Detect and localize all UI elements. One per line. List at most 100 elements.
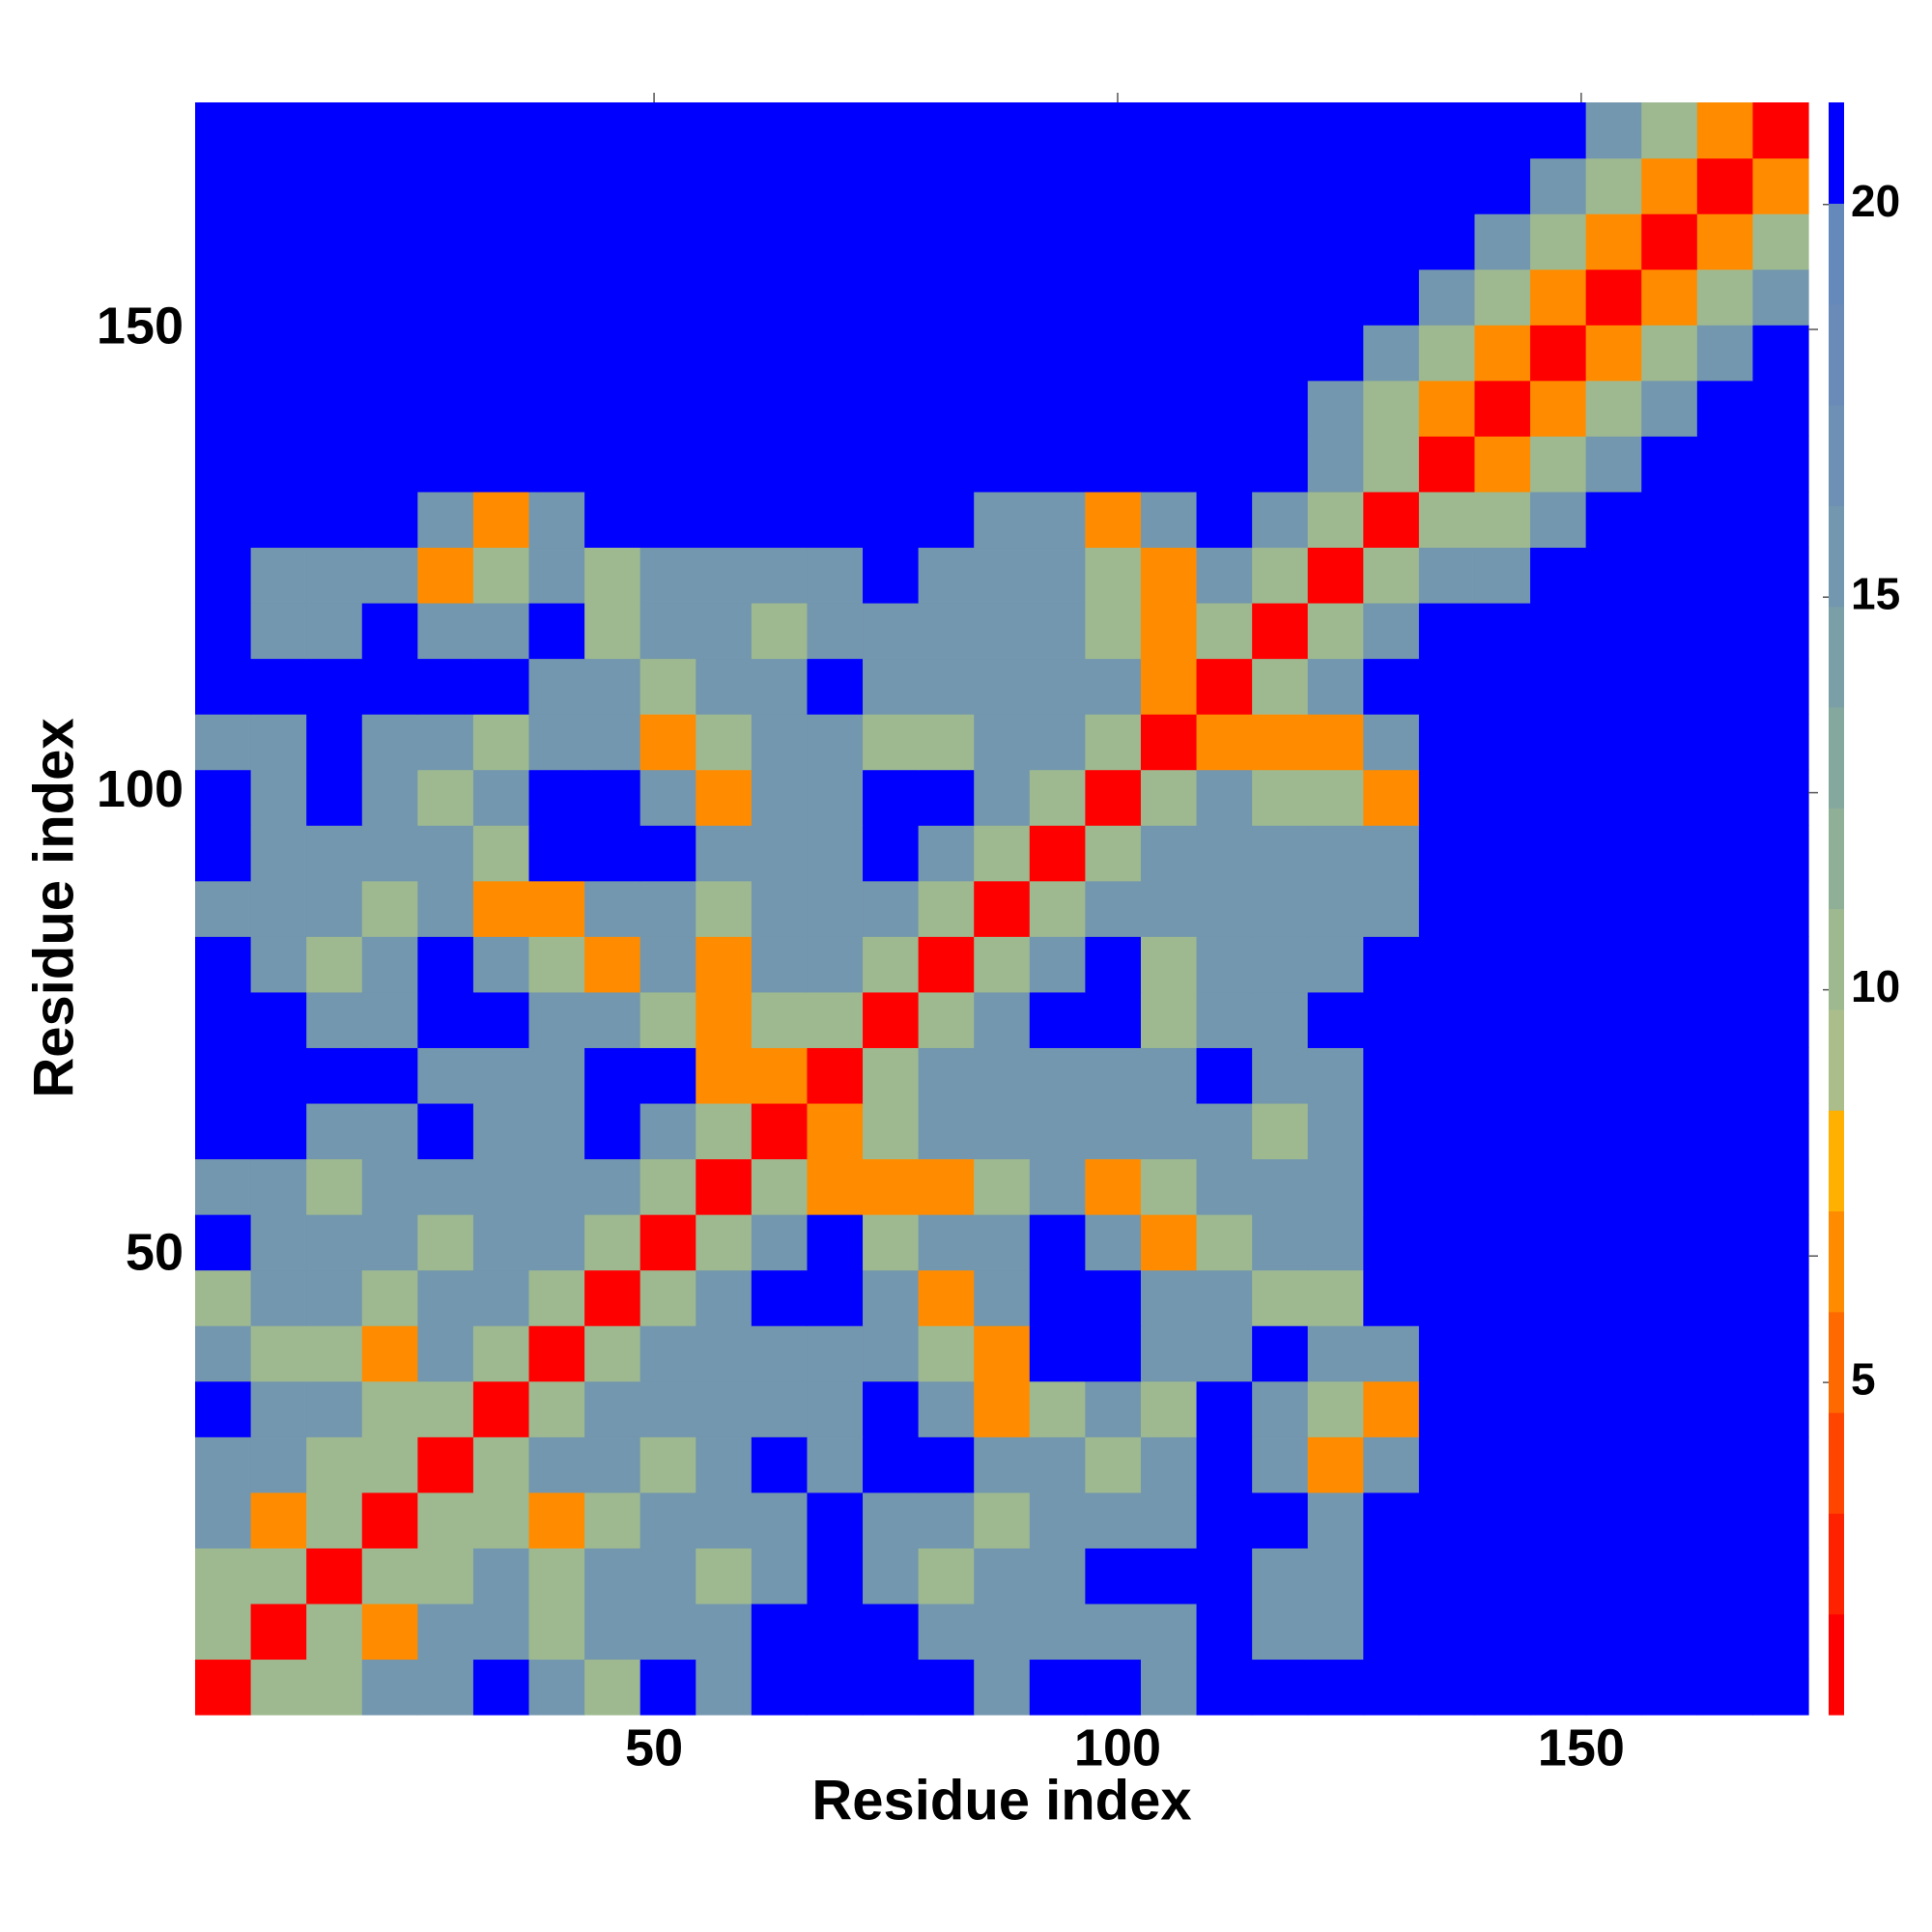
cell xyxy=(1140,1325,1198,1382)
cell xyxy=(306,1325,363,1382)
colorbar-band xyxy=(1829,1009,1844,1111)
cell xyxy=(250,991,307,1048)
cell xyxy=(1307,436,1364,493)
cell xyxy=(584,1603,641,1661)
cell xyxy=(584,769,641,826)
cell xyxy=(1307,1214,1364,1271)
cell xyxy=(1196,325,1253,382)
cell xyxy=(918,1214,975,1271)
cell xyxy=(863,1047,920,1104)
cell xyxy=(863,1492,920,1548)
x-tick-label: 150 xyxy=(1538,1719,1625,1776)
cell xyxy=(1585,1214,1642,1271)
cell xyxy=(417,714,474,771)
cell xyxy=(1140,1269,1198,1326)
cell xyxy=(361,714,418,771)
cell xyxy=(361,936,418,993)
cell xyxy=(1418,547,1476,604)
cell xyxy=(472,325,530,382)
cell xyxy=(361,769,418,826)
cell xyxy=(1307,880,1364,937)
cell xyxy=(417,1492,474,1548)
cell xyxy=(807,1548,864,1605)
cell xyxy=(1363,1603,1420,1661)
cell xyxy=(1307,658,1364,715)
cell xyxy=(751,769,809,826)
cell xyxy=(1418,157,1476,214)
cell xyxy=(1641,714,1698,771)
cell xyxy=(472,1102,530,1160)
cell xyxy=(1196,936,1253,993)
cell xyxy=(361,325,418,382)
cell xyxy=(1696,1659,1754,1716)
cell xyxy=(472,436,530,493)
cell xyxy=(696,1102,753,1160)
cell xyxy=(1585,1492,1642,1548)
cell xyxy=(863,1325,920,1382)
cell xyxy=(584,436,641,493)
cell xyxy=(1530,269,1587,326)
cell xyxy=(1029,1548,1086,1605)
cell xyxy=(472,1325,530,1382)
cell xyxy=(528,1492,585,1548)
cell xyxy=(1418,1158,1476,1215)
cell xyxy=(1252,602,1309,660)
cell xyxy=(1418,1214,1476,1271)
y-axis-title: Residue index xyxy=(22,718,85,1097)
cell xyxy=(863,880,920,937)
cell xyxy=(1474,102,1531,159)
cell xyxy=(863,547,920,604)
cell xyxy=(1363,436,1420,493)
cell xyxy=(639,1102,696,1160)
cell xyxy=(1530,825,1587,882)
cell xyxy=(807,714,864,771)
cell xyxy=(751,1603,809,1661)
cell xyxy=(1418,1548,1476,1605)
cell xyxy=(361,1158,418,1215)
cell xyxy=(361,1659,418,1716)
cell xyxy=(974,380,1031,437)
cell xyxy=(1196,1603,1253,1661)
cell xyxy=(361,213,418,270)
cell xyxy=(417,1158,474,1215)
cell xyxy=(974,1548,1031,1605)
cell xyxy=(528,380,585,437)
cell xyxy=(1585,1325,1642,1382)
cell xyxy=(250,491,307,549)
cell xyxy=(195,1492,252,1548)
cell xyxy=(195,602,252,660)
cell xyxy=(751,991,809,1048)
cell xyxy=(974,714,1031,771)
cell xyxy=(1752,1102,1809,1160)
cell xyxy=(1029,1659,1086,1716)
cell xyxy=(1641,1659,1698,1716)
cell xyxy=(1585,1047,1642,1104)
cell xyxy=(1140,1380,1198,1437)
cell xyxy=(1696,1214,1754,1271)
cell xyxy=(472,491,530,549)
cell xyxy=(528,658,585,715)
cell xyxy=(1474,1659,1531,1716)
cell xyxy=(195,1269,252,1326)
cell xyxy=(417,1102,474,1160)
cell xyxy=(696,880,753,937)
cell xyxy=(250,102,307,159)
cell xyxy=(807,380,864,437)
cell xyxy=(528,1214,585,1271)
cell xyxy=(306,157,363,214)
cell xyxy=(1752,1158,1809,1215)
cell xyxy=(584,325,641,382)
cell xyxy=(1418,325,1476,382)
cell xyxy=(1307,769,1364,826)
cell xyxy=(195,380,252,437)
cell xyxy=(472,825,530,882)
cell xyxy=(807,1603,864,1661)
cell xyxy=(974,1492,1031,1548)
cell xyxy=(361,1269,418,1326)
cell xyxy=(974,991,1031,1048)
cell xyxy=(1474,213,1531,270)
colorbar-band xyxy=(1829,1110,1844,1212)
cell xyxy=(195,102,252,159)
cell xyxy=(1752,1436,1809,1493)
